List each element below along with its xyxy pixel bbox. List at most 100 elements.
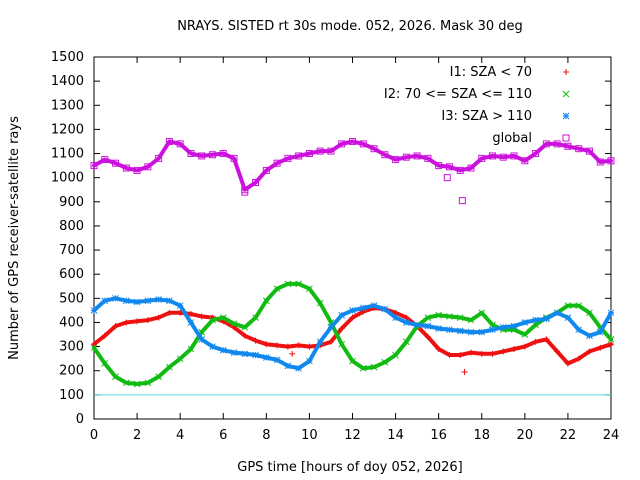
x-tick-label: 12	[344, 428, 361, 443]
data-point-series-2	[316, 338, 324, 346]
x-tick-label: 2	[133, 428, 141, 443]
data-point-series-0	[467, 349, 474, 356]
legend-marker	[562, 134, 570, 142]
data-point-series-1	[370, 363, 378, 371]
y-tick-label: 400	[59, 315, 84, 330]
data-point-series-3	[542, 140, 550, 148]
data-point-series-1	[381, 358, 389, 366]
data-point-series-1	[403, 338, 410, 346]
data-point-series-2	[435, 325, 443, 332]
data-point-series-2	[273, 356, 281, 364]
outlier-point	[289, 350, 296, 357]
data-point-series-0	[575, 355, 582, 362]
data-point-series-2	[596, 328, 604, 336]
data-point-series-0	[597, 344, 604, 351]
data-point-series-1	[435, 311, 443, 319]
y-tick-label: 300	[59, 340, 84, 355]
data-point-series-3	[273, 159, 281, 167]
data-point-series-3	[90, 162, 98, 170]
data-point-series-2	[187, 319, 195, 326]
data-point-series-2	[381, 305, 389, 313]
x-tick-label: 16	[430, 428, 447, 443]
data-point-series-2	[413, 321, 421, 329]
data-point-series-2	[359, 304, 367, 312]
data-point-series-3	[381, 151, 389, 159]
data-point-series-2	[230, 349, 238, 356]
data-point-series-3	[456, 166, 464, 174]
data-point-series-0	[112, 323, 119, 330]
data-point-series-3	[585, 147, 593, 155]
data-point-series-2	[607, 309, 615, 317]
data-point-series-1	[176, 355, 184, 363]
data-point-series-1	[489, 321, 496, 329]
y-axis-label: Number of GPS receiver-satellite rays	[7, 116, 22, 360]
data-point-series-3	[596, 158, 604, 166]
data-point-series-2	[499, 323, 507, 331]
y-axis: 0 100 200 300 400 500 600 700 800 900 1000 1100 1200…	[51, 50, 611, 427]
data-point-series-3	[521, 157, 529, 165]
data-point-series-2	[456, 327, 464, 335]
data-point-series-3	[553, 140, 561, 148]
data-point-series-3	[187, 150, 195, 158]
data-point-series-0	[306, 343, 313, 350]
data-point-series-0	[500, 348, 507, 355]
data-point-series-1	[230, 320, 238, 328]
x-tick-label: 18	[473, 428, 490, 443]
data-point-series-1	[338, 340, 346, 348]
data-point-series-1	[478, 309, 486, 317]
data-point-series-1	[521, 331, 529, 338]
data-point-series-0	[435, 346, 442, 353]
series-layer	[90, 137, 615, 388]
legend-label: I2: 70 <= SZA <= 110	[384, 87, 532, 102]
data-point-series-2	[338, 311, 346, 319]
data-point-series-0	[177, 309, 184, 316]
data-point-series-2	[489, 326, 496, 334]
data-point-series-3	[413, 152, 421, 160]
data-point-series-2	[101, 297, 109, 305]
data-point-series-1	[122, 379, 130, 387]
data-point-series-0	[284, 343, 291, 350]
data-point-series-0	[187, 311, 194, 318]
data-point-series-2	[166, 297, 173, 305]
y-tick-label: 1400	[51, 74, 84, 89]
x-tick-label: 4	[176, 428, 184, 443]
data-point-series-2	[575, 326, 583, 334]
x-tick-label: 24	[603, 428, 620, 443]
data-point-series-1	[112, 373, 119, 381]
data-point-series-1	[467, 316, 475, 324]
data-point-series-2	[403, 319, 410, 326]
data-point-series-0	[554, 348, 561, 355]
x-tick-label: 6	[219, 428, 227, 443]
outlier-point	[241, 188, 249, 196]
data-point-series-3	[101, 156, 109, 164]
y-tick-label: 500	[59, 291, 84, 306]
y-tick-label: 200	[59, 364, 84, 379]
data-point-series-3	[392, 156, 400, 164]
data-point-series-2	[122, 297, 130, 305]
y-tick-label: 900	[59, 195, 84, 210]
data-point-series-1	[241, 323, 249, 331]
data-point-series-0	[532, 338, 539, 345]
data-point-series-1	[607, 336, 615, 343]
y-tick-label: 100	[59, 388, 84, 403]
legend-marker	[562, 90, 570, 98]
data-point-series-3	[252, 178, 260, 186]
legend-marker	[562, 112, 570, 120]
legend-label: I1: SZA < 70	[450, 65, 532, 80]
data-point-series-3	[155, 154, 163, 162]
data-point-series-3	[133, 166, 141, 174]
y-tick-label: 0	[76, 412, 84, 427]
data-point-series-0	[564, 360, 571, 367]
x-tick-label: 22	[560, 428, 577, 443]
data-point-series-3	[219, 150, 227, 158]
data-point-series-2	[112, 294, 119, 302]
data-point-series-3	[564, 142, 572, 150]
data-point-series-3	[499, 153, 507, 161]
data-point-series-1	[166, 363, 173, 371]
data-point-series-3	[445, 163, 453, 171]
legend-label: global	[492, 131, 532, 146]
data-point-series-0	[608, 341, 614, 348]
data-point-series-3	[575, 145, 583, 153]
data-point-series-1	[359, 364, 367, 372]
